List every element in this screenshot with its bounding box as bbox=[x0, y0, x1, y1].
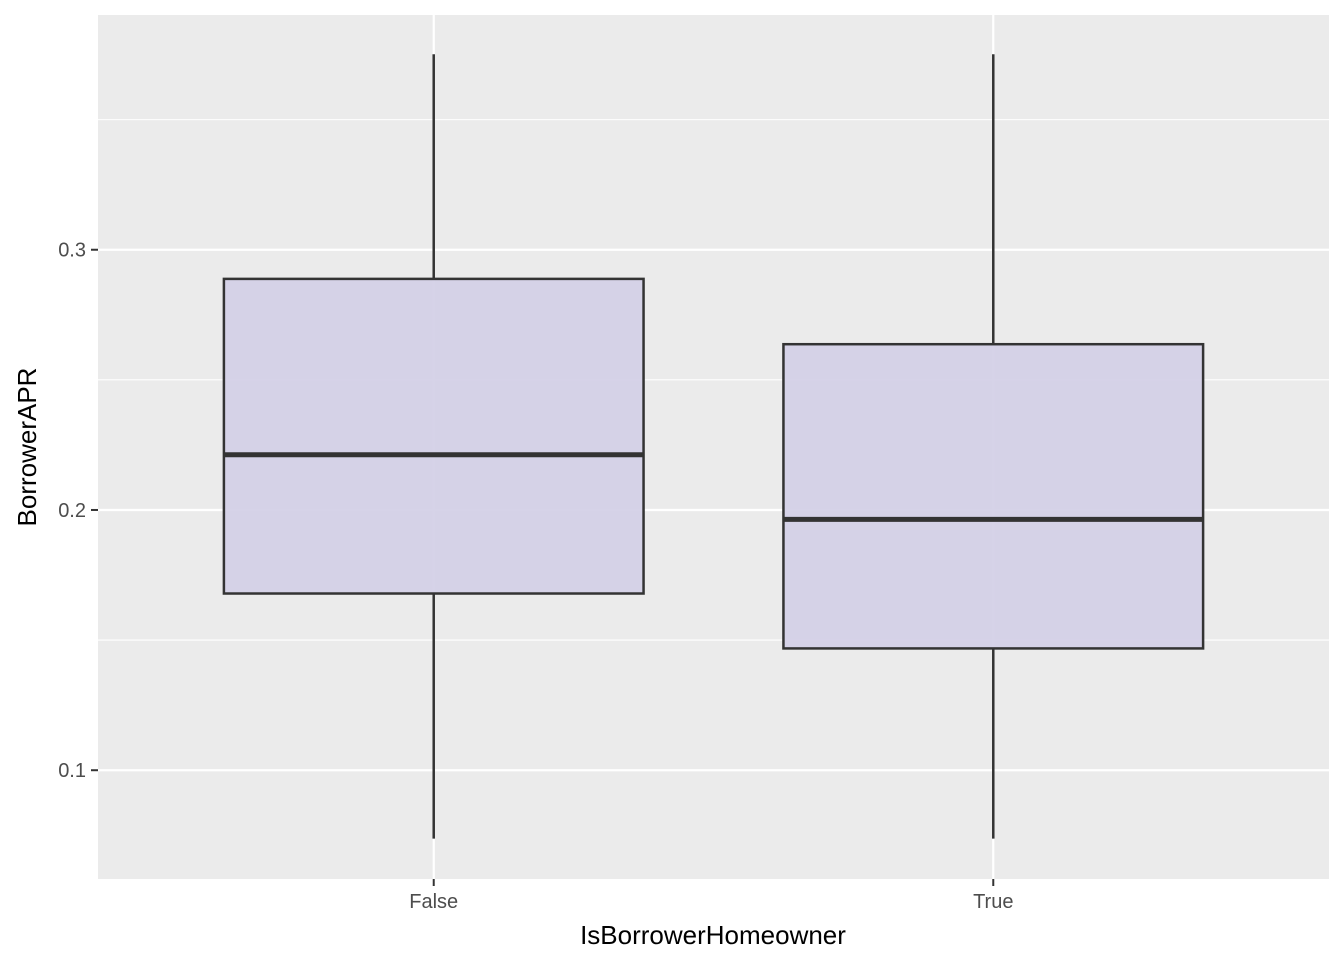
box-false bbox=[222, 54, 645, 839]
box-iqr bbox=[222, 277, 645, 595]
x-tick-label: False bbox=[409, 891, 458, 913]
x-axis: False True bbox=[409, 879, 1013, 913]
box-series bbox=[222, 54, 1205, 839]
x-axis-title: IsBorrowerHomeowner bbox=[580, 920, 846, 950]
y-axis: 0.1 0.2 0.3 bbox=[58, 240, 98, 782]
y-tick-label: 0.1 bbox=[58, 760, 86, 782]
y-axis-title: BorrowerAPR bbox=[12, 368, 42, 527]
box-iqr bbox=[782, 342, 1205, 650]
box-true bbox=[782, 54, 1205, 839]
y-tick-label: 0.3 bbox=[58, 240, 86, 262]
y-tick-label: 0.2 bbox=[58, 500, 86, 522]
x-tick-label: True bbox=[973, 891, 1013, 913]
